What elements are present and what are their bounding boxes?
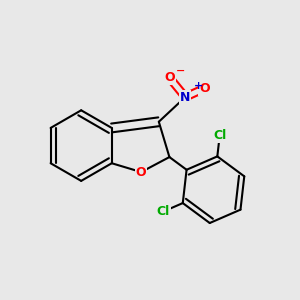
Text: O: O <box>164 71 175 84</box>
Text: Cl: Cl <box>213 129 226 142</box>
Text: Cl: Cl <box>157 205 170 218</box>
Text: N: N <box>180 91 190 103</box>
Text: O: O <box>200 82 210 95</box>
Text: +: + <box>194 82 203 92</box>
Text: O: O <box>136 166 146 178</box>
Text: −: − <box>176 66 186 76</box>
